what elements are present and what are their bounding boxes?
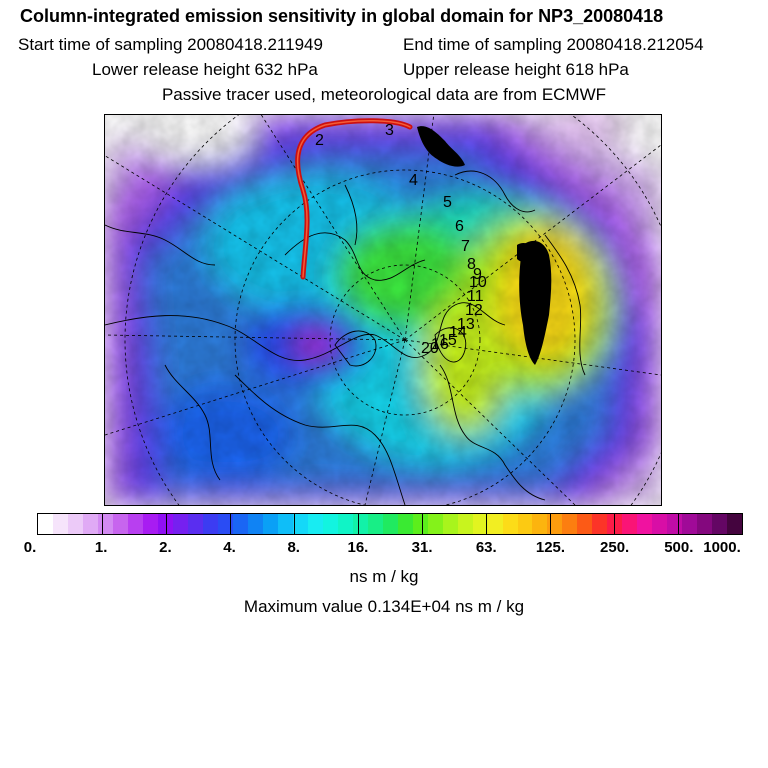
trajectory-label: 20 (421, 340, 439, 357)
colorbar-segment (97, 514, 113, 534)
colorbar-segment (232, 514, 248, 534)
trajectory-label: 9 (473, 266, 482, 283)
colorbar-tick-label: 8. (287, 539, 300, 556)
colorbar-segment (38, 514, 53, 534)
colorbar-segment (67, 514, 83, 534)
colorbar-segment (352, 514, 368, 534)
sensitivity-map: 2 3 4 5 6 7 8 9 10 11 12 13 14 15 16 20 (104, 114, 662, 506)
colorbar-tick-label: 2. (159, 539, 172, 556)
colorbar-tick-label: 125. (535, 539, 566, 556)
colorbar-tick-label: 4. (223, 539, 236, 556)
colorbar-segment (592, 514, 608, 534)
colorbar-segment (577, 514, 593, 534)
colorbar-segment (412, 514, 428, 534)
colorbar-segment (682, 514, 698, 534)
trajectory-label: 11 (467, 288, 484, 305)
colorbar-segment (52, 514, 68, 534)
colorbar-divider (678, 514, 679, 534)
trajectory-label: 2 (315, 132, 324, 149)
trajectory-label: 4 (409, 172, 418, 189)
colorbar-segment (622, 514, 638, 534)
colorbar-segment (397, 514, 413, 534)
trajectory-label: 7 (461, 238, 470, 255)
colorbar-divider (486, 514, 487, 534)
colorbar-segment (562, 514, 578, 534)
colorbar-segment (637, 514, 653, 534)
trajectory-label: 3 (385, 122, 394, 139)
colorbar (37, 513, 743, 535)
colorbar-segment (517, 514, 533, 534)
colorbar-segment (247, 514, 263, 534)
colorbar-tick-label: 1. (94, 539, 108, 556)
colorbar-segment (532, 514, 548, 534)
colorbar-segment (382, 514, 398, 534)
colorbar-segment (487, 514, 503, 534)
graticule (105, 115, 661, 505)
colorbar-segment (337, 514, 353, 534)
trajectory-label: 5 (443, 194, 452, 211)
colorbar-tick-label: 500. (664, 539, 694, 556)
trajectory-label: 16 (431, 336, 449, 353)
colorbar-tick-label: 1000. (703, 539, 741, 556)
colorbar-segment (292, 514, 308, 534)
colorbar-segment (127, 514, 143, 534)
trajectory-label: 6 (455, 218, 464, 235)
colorbar-segment (667, 514, 683, 534)
colorbar-segment (547, 514, 563, 534)
colorbar-tick-label: 16. (347, 539, 369, 556)
trajectory-label: 13 (457, 316, 475, 333)
coastlines (105, 170, 586, 505)
colorbar-segment (142, 514, 158, 534)
colorbar-segment (427, 514, 443, 534)
colorbar-segment (727, 514, 743, 534)
colorbar-divider (422, 514, 423, 534)
colorbar-segment (112, 514, 128, 534)
lower-release-label: Lower release height 632 hPa (92, 60, 318, 79)
colorbar-tick-label: 63. (475, 539, 497, 556)
colorbar-segment (367, 514, 383, 534)
source-region-patches (417, 126, 552, 365)
trajectory-labels: 2 3 4 5 6 7 8 9 10 11 12 13 14 15 16 20 (315, 122, 487, 357)
trajectory-label: 12 (465, 302, 483, 319)
colorbar-segment (172, 514, 188, 534)
colorbar-segment (307, 514, 323, 534)
upper-release-label: Upper release height 618 hPa (403, 60, 629, 79)
colorbar-segment (262, 514, 278, 534)
start-time-label: Start time of sampling 20080418.211949 (18, 35, 323, 54)
colorbar-segment (697, 514, 713, 534)
colorbar-segment (187, 514, 203, 534)
colorbar-tick-label: 0. (23, 539, 37, 556)
end-time-label: End time of sampling 20080418.212054 (403, 35, 704, 54)
colorbar-segment (322, 514, 338, 534)
trajectory-label: 8 (467, 256, 476, 273)
colorbar-segment (217, 514, 233, 534)
max-value-label: Maximum value 0.134E+04 ns m / kg (243, 597, 525, 616)
colorbar-segment (457, 514, 473, 534)
colorbar-divider (614, 514, 615, 534)
colorbar-divider (358, 514, 359, 534)
trajectory-label: 10 (469, 274, 487, 291)
sensitivity-field (105, 115, 661, 505)
colorbar-segment (442, 514, 458, 534)
colorbar-segment (82, 514, 98, 534)
colorbar-tick-label: 31. (411, 539, 433, 556)
colorbar-divider (550, 514, 551, 534)
colorbar-segment (712, 514, 728, 534)
colorbar-divider (230, 514, 231, 534)
colorbar-segment (202, 514, 218, 534)
colorbar-segment (472, 514, 488, 534)
map-title: Column-integrated emission sensitivity i… (20, 6, 664, 26)
trajectory-label: 15 (439, 332, 457, 349)
colorbar-divider (294, 514, 295, 534)
colorbar-segment (502, 514, 518, 534)
trajectory-label: 14 (449, 324, 467, 341)
colorbar-divider (102, 514, 103, 534)
colorbar-segment (652, 514, 668, 534)
colorbar-divider (166, 514, 167, 534)
tracer-note: Passive tracer used, meteorological data… (161, 85, 607, 104)
colorbar-segment (277, 514, 293, 534)
units-label: ns m / kg (349, 567, 419, 586)
colorbar-segment (157, 514, 173, 534)
colorbar-tick-label: 250. (600, 539, 630, 556)
